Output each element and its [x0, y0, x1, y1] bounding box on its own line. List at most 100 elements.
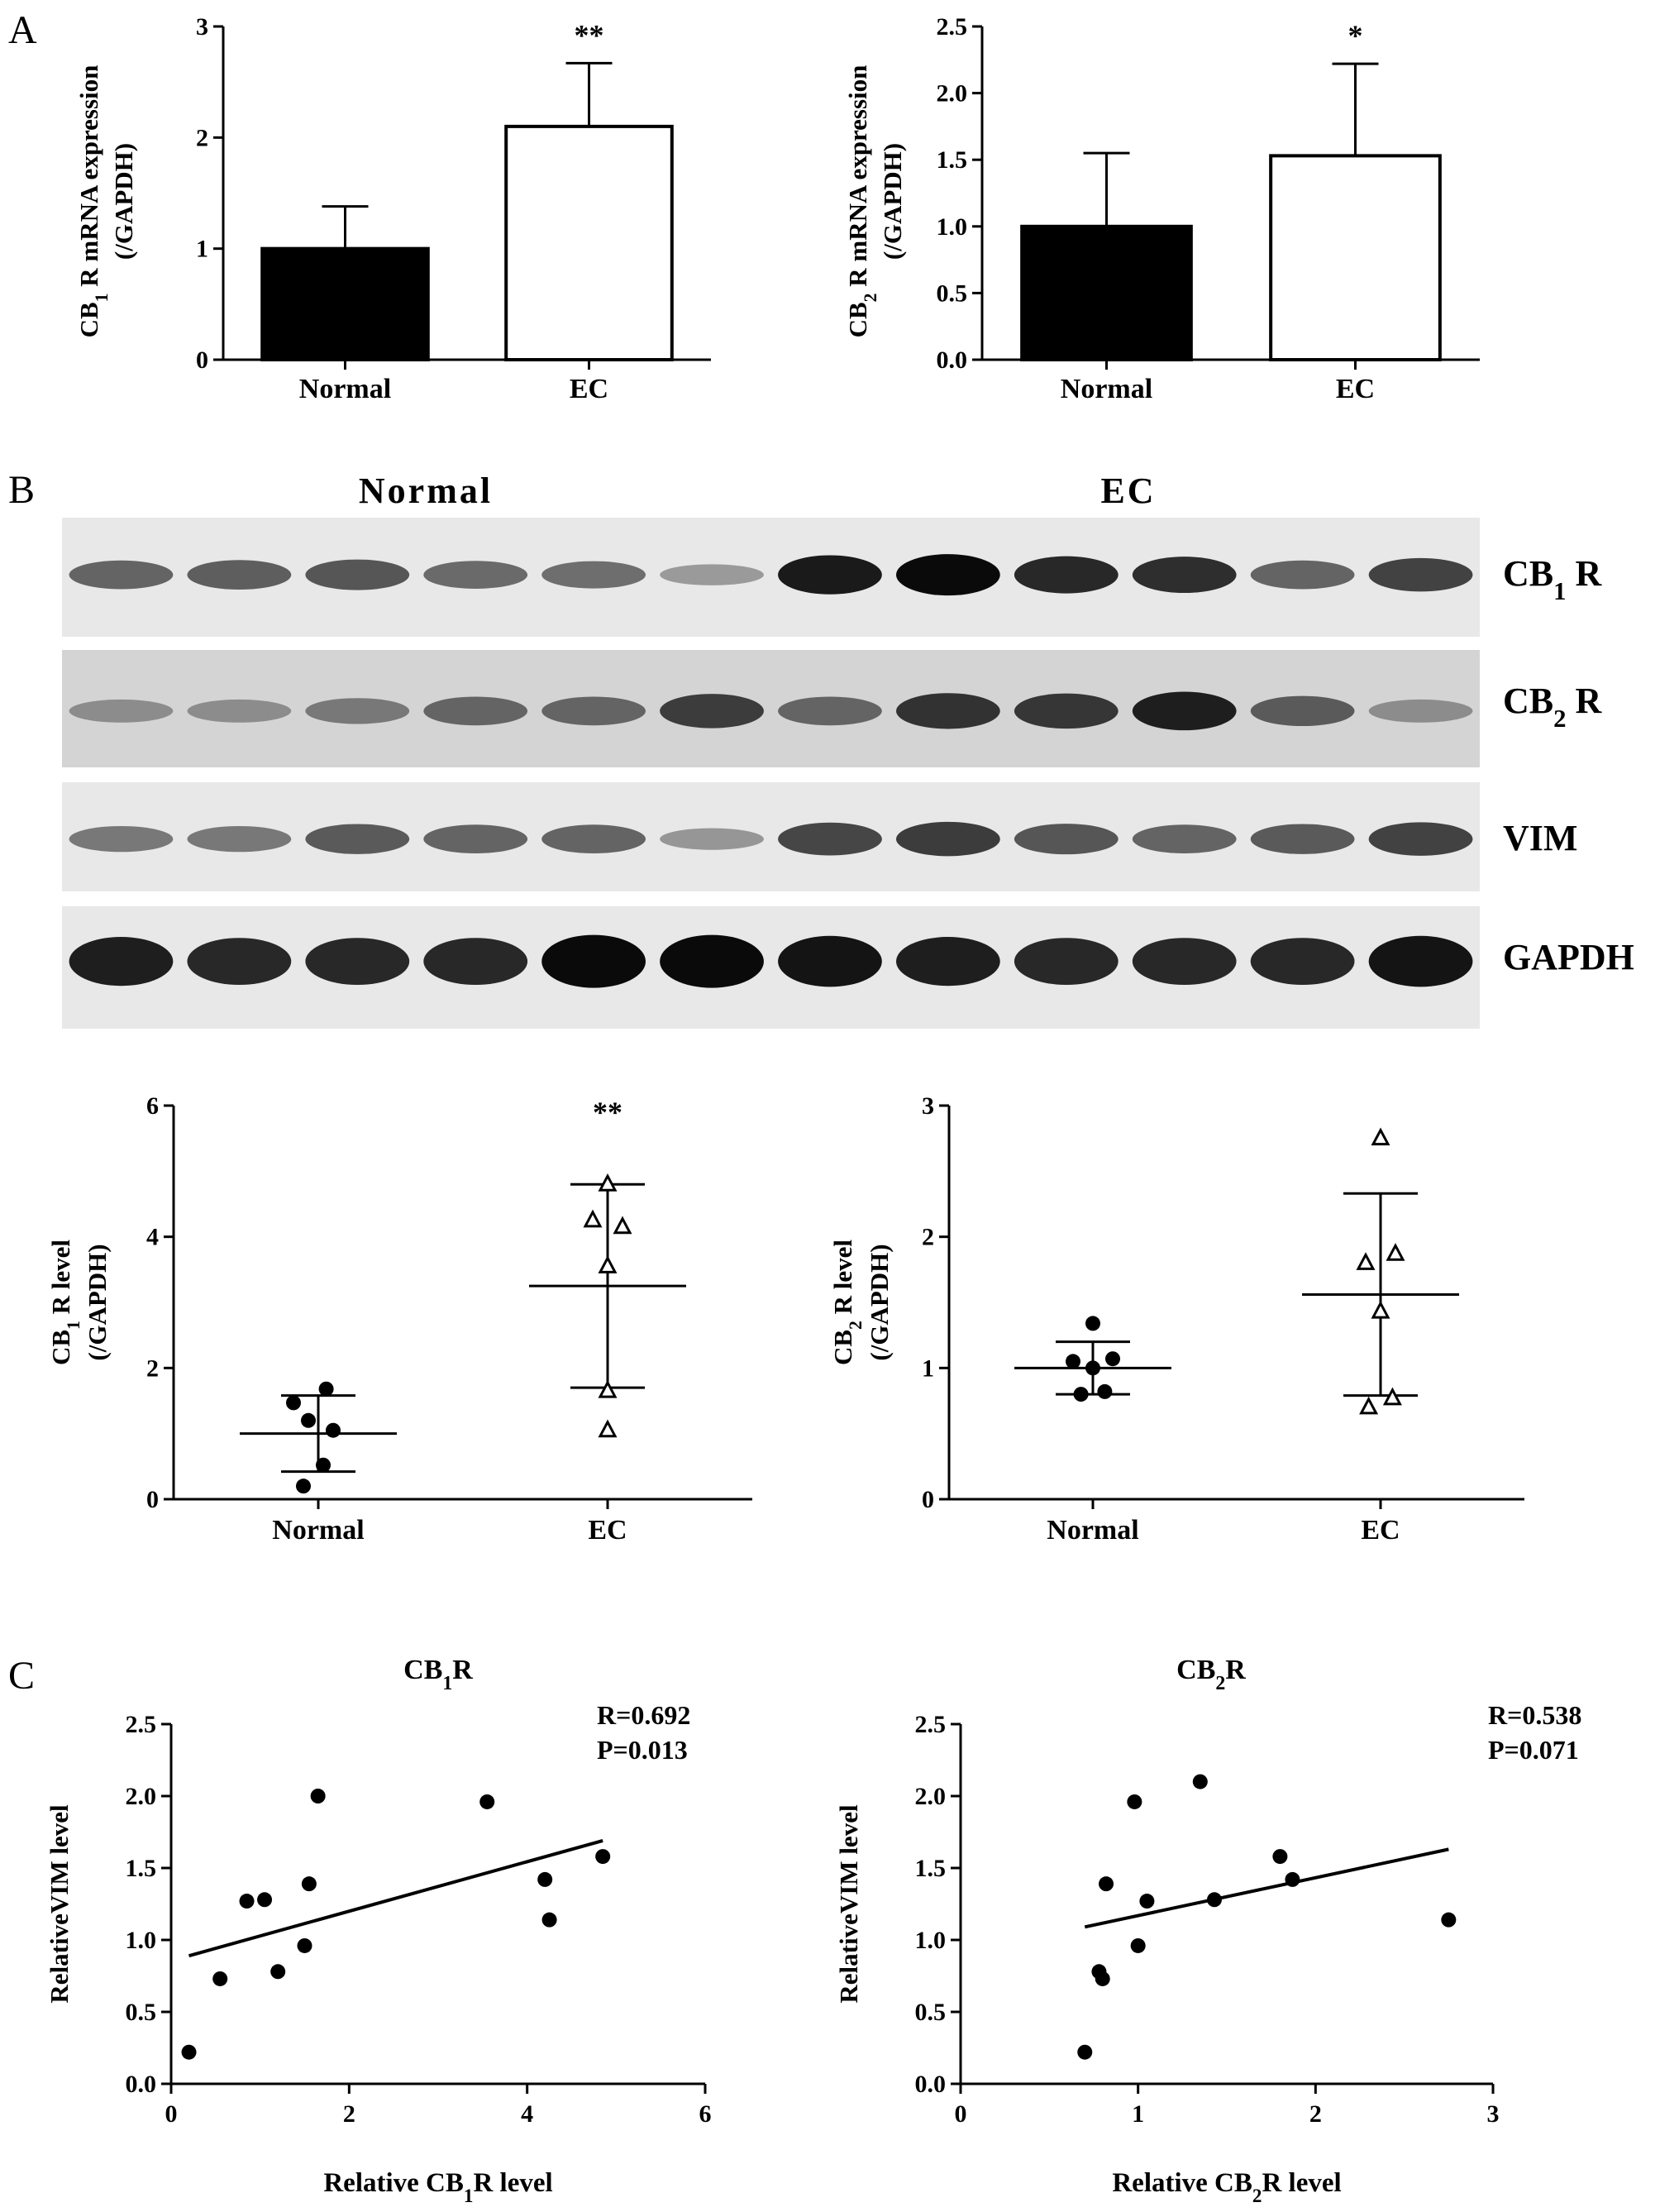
- significance-label: **: [593, 1096, 622, 1129]
- y-tick-label: 3: [196, 13, 208, 41]
- blot-band: [1132, 824, 1237, 853]
- data-point: [537, 1871, 553, 1887]
- blot-band: [1014, 556, 1119, 594]
- bar-ec: [1269, 154, 1442, 361]
- blot-band: [660, 694, 764, 729]
- blot-band: [1250, 695, 1355, 727]
- data-point: [318, 1381, 334, 1397]
- y-tick-label: 1.5: [915, 1855, 947, 1882]
- blot-band: [305, 824, 410, 854]
- y-axis-label: CB1 R level: [46, 1240, 83, 1365]
- data-point: [239, 1894, 255, 1909]
- y-tick-label: 2: [922, 1224, 934, 1251]
- blot-strip: [62, 782, 1480, 891]
- data-point: [286, 1395, 301, 1411]
- data-point: [297, 1937, 312, 1953]
- blot-band: [778, 935, 882, 987]
- blot-row-label: GAPDH: [1503, 937, 1634, 977]
- blot-band: [1132, 938, 1237, 985]
- data-point: [270, 1964, 286, 1980]
- blot-band: [69, 937, 174, 987]
- data-point: [296, 1479, 311, 1494]
- blot-band: [660, 828, 764, 850]
- correlation-r: R=0.538: [1488, 1700, 1581, 1730]
- regression-line: [188, 1839, 603, 1958]
- y-tick-label: 1.0: [937, 213, 968, 241]
- y-axis-label-unit: (/GAPDH): [865, 1244, 894, 1360]
- blot-row-label: CB1 R: [1503, 553, 1603, 605]
- y-tick-label: 1: [922, 1354, 934, 1382]
- blot-band: [305, 938, 410, 985]
- data-point: [598, 1173, 618, 1192]
- y-axis-label-unit: (/GAPDH): [109, 143, 138, 260]
- blot-group-label-ec: EC: [1100, 471, 1156, 511]
- data-point: [1077, 2044, 1093, 2060]
- y-tick-label: 2: [146, 1354, 159, 1382]
- data-point: [1099, 1876, 1114, 1892]
- data-point: [1085, 1316, 1100, 1331]
- blot-band: [423, 938, 528, 985]
- x-tick-label: 0: [165, 2100, 178, 2128]
- x-tick-label: 0: [955, 2100, 967, 2128]
- y-tick-label: 2.0: [937, 80, 968, 107]
- blot-band: [1250, 938, 1355, 985]
- blot-band: [423, 561, 528, 589]
- category-label: Normal: [1047, 1515, 1138, 1546]
- data-point: [1441, 1912, 1457, 1928]
- data-point: [1356, 1252, 1376, 1270]
- y-tick-label: 0.0: [126, 2071, 157, 2098]
- data-point: [1073, 1387, 1089, 1402]
- y-axis-label: RelativeVIM level: [834, 1804, 863, 2004]
- x-tick-label: 2: [1309, 2100, 1322, 2128]
- y-tick-label: 2.5: [937, 13, 968, 41]
- blot-band: [69, 825, 174, 853]
- bar-normal: [260, 246, 430, 361]
- x-axis-label: Relative CB2R level: [1112, 2168, 1341, 2206]
- blot-band: [1368, 557, 1473, 592]
- data-point: [598, 1255, 618, 1273]
- data-point: [1139, 1894, 1155, 1909]
- data-point: [310, 1789, 326, 1804]
- blot-band: [660, 934, 764, 988]
- blot-band: [187, 825, 292, 853]
- blot-band: [1250, 824, 1355, 854]
- data-point: [598, 1419, 618, 1438]
- blot-band: [660, 564, 764, 585]
- y-tick-label: 2.5: [126, 1711, 157, 1738]
- y-tick-label: 0.0: [915, 2071, 947, 2098]
- data-point: [541, 1912, 557, 1928]
- blot-band: [895, 937, 1000, 987]
- blot-band: [778, 555, 882, 595]
- x-tick-label: 6: [699, 2100, 712, 2128]
- blot-band: [187, 938, 292, 985]
- blot-band: [187, 699, 292, 723]
- y-axis-label-unit: (/GAPDH): [83, 1244, 112, 1360]
- y-tick-label: 0: [196, 346, 208, 374]
- bar-normal: [1020, 224, 1193, 361]
- blot-strip: [62, 650, 1480, 767]
- blot-band: [423, 824, 528, 853]
- category-label: EC: [1361, 1515, 1400, 1546]
- blot-band: [778, 696, 882, 726]
- y-axis-label-unit: (/GAPDH): [878, 143, 907, 260]
- data-point: [326, 1422, 341, 1438]
- blot-band: [1132, 557, 1237, 594]
- y-tick-label: 1.0: [126, 1927, 157, 1954]
- y-tick-label: 1: [196, 236, 208, 263]
- data-point: [316, 1457, 331, 1473]
- x-axis-label: Relative CB1R level: [323, 2168, 552, 2206]
- data-point: [1272, 1849, 1288, 1865]
- panel-letter-a: A: [8, 8, 37, 52]
- chart-title: CB1R: [403, 1655, 473, 1694]
- regression-line: [1084, 1847, 1449, 1929]
- blot-band: [1250, 560, 1355, 590]
- data-point: [1382, 1387, 1402, 1406]
- data-point: [595, 1849, 611, 1865]
- blot-band: [541, 561, 646, 589]
- category-label: Normal: [299, 374, 391, 404]
- correlation-cb1-vim: 0.0 0.5 1.0 1.5 2.0 2.5 0 2 4 6 CB1R R=0.692 P=0.013…: [45, 1655, 712, 2206]
- data-point: [1386, 1243, 1405, 1261]
- blot-group-label-normal: Normal: [359, 471, 493, 511]
- correlation-p: P=0.013: [597, 1735, 688, 1765]
- blot-band: [1368, 822, 1473, 856]
